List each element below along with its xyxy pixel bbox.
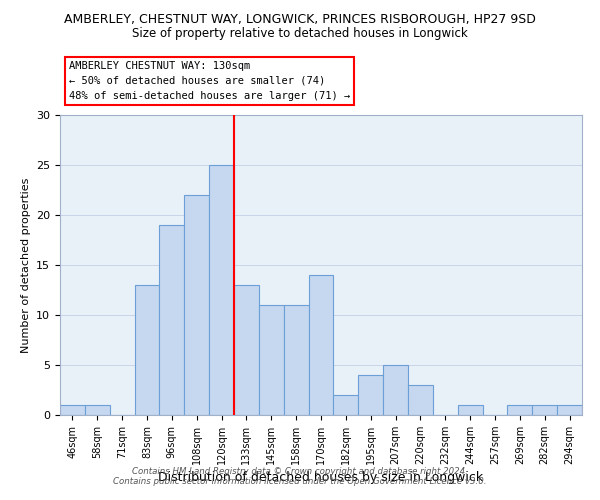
Text: Contains public sector information licensed under the Open Government Licence v3: Contains public sector information licen… (113, 478, 487, 486)
Bar (532, 405, 557, 415)
Bar (259, 305, 284, 415)
Bar (209, 165, 234, 415)
Bar (557, 405, 582, 415)
Bar (383, 365, 408, 415)
Bar (184, 195, 209, 415)
Bar (160, 225, 184, 415)
Bar (458, 405, 482, 415)
Y-axis label: Number of detached properties: Number of detached properties (20, 178, 31, 352)
Bar (358, 375, 383, 415)
Bar (60, 405, 85, 415)
Bar (334, 395, 358, 415)
Text: AMBERLEY CHESTNUT WAY: 130sqm
← 50% of detached houses are smaller (74)
48% of s: AMBERLEY CHESTNUT WAY: 130sqm ← 50% of d… (69, 61, 350, 100)
Bar (284, 305, 308, 415)
Bar (308, 275, 334, 415)
Bar (134, 285, 160, 415)
Bar (408, 385, 433, 415)
Text: Contains HM Land Registry data © Crown copyright and database right 2024.: Contains HM Land Registry data © Crown c… (132, 468, 468, 476)
Text: AMBERLEY, CHESTNUT WAY, LONGWICK, PRINCES RISBOROUGH, HP27 9SD: AMBERLEY, CHESTNUT WAY, LONGWICK, PRINCE… (64, 12, 536, 26)
X-axis label: Distribution of detached houses by size in Longwick: Distribution of detached houses by size … (158, 471, 484, 484)
Bar (508, 405, 532, 415)
Bar (234, 285, 259, 415)
Bar (85, 405, 110, 415)
Text: Size of property relative to detached houses in Longwick: Size of property relative to detached ho… (132, 28, 468, 40)
